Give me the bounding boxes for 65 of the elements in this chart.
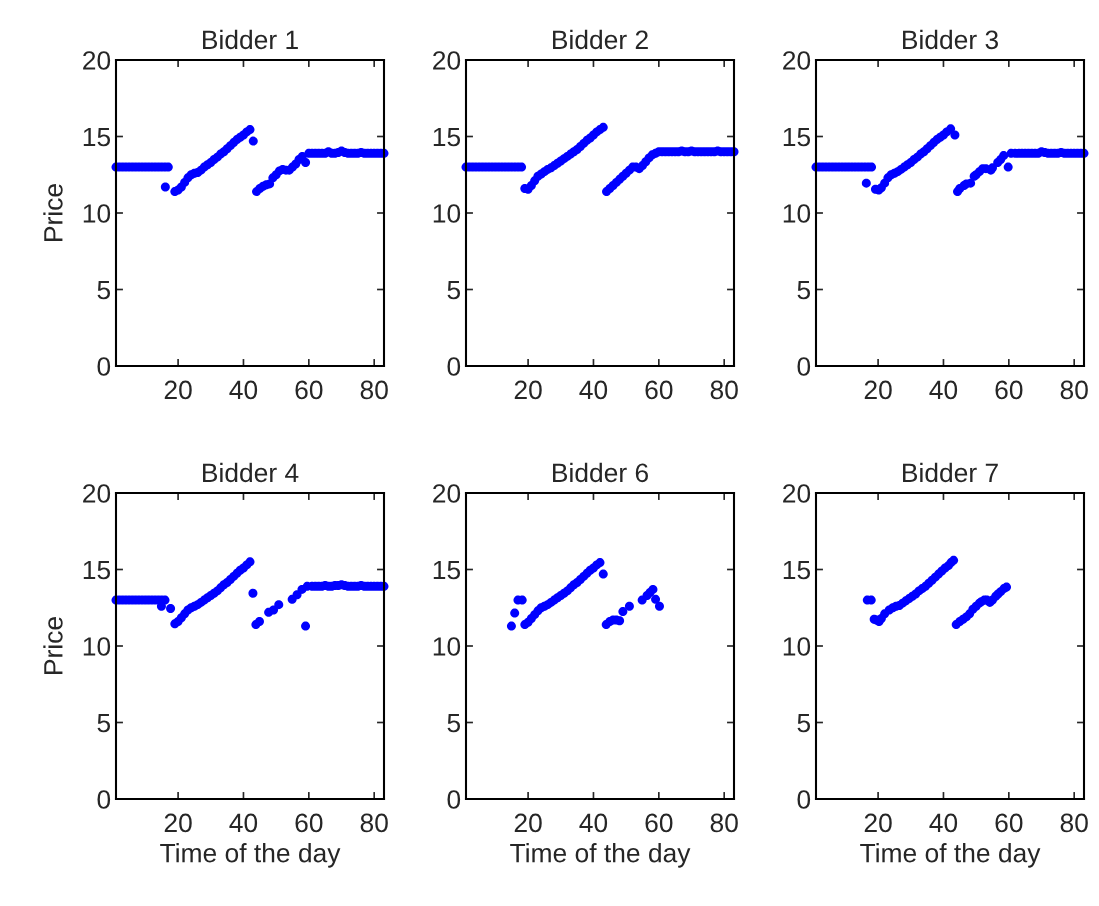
x-tick-label: 60 — [295, 813, 323, 833]
y-tick-label: 10 — [783, 637, 811, 656]
y-tick-label: 0 — [97, 790, 111, 809]
y-tick-label: 20 — [783, 484, 811, 503]
x-tick-label: 80 — [710, 380, 738, 400]
y-tick-label: 15 — [433, 127, 461, 147]
y-tick-label: 15 — [783, 560, 811, 580]
y-tick-label: 0 — [447, 357, 461, 376]
y-tick-label: 15 — [783, 127, 811, 147]
x-tick-label: 60 — [645, 380, 673, 400]
y-tick-label: 0 — [797, 357, 811, 376]
y-axis-title: Price — [43, 184, 63, 241]
x-axis-title: Time of the day — [160, 843, 341, 868]
x-tick-label: 60 — [645, 813, 673, 833]
x-tick-label: 80 — [1060, 380, 1088, 400]
chart-title: Bidder 4 — [203, 462, 299, 483]
chart-title: Bidder 7 — [903, 462, 998, 483]
y-tick-label: 5 — [97, 713, 111, 733]
y-tick-label: 20 — [433, 51, 461, 70]
y-tick-label: 5 — [97, 280, 111, 300]
chart-title: Bidder 2 — [553, 29, 648, 50]
y-tick-label: 15 — [83, 127, 111, 147]
x-tick-label: 60 — [295, 380, 323, 400]
x-tick-label: 20 — [514, 813, 542, 833]
y-tick-label: 5 — [447, 280, 461, 300]
x-tick-label: 20 — [864, 813, 892, 833]
x-tick-label: 20 — [164, 380, 192, 400]
x-tick-label: 20 — [864, 380, 892, 400]
y-tick-label: 20 — [83, 484, 111, 503]
x-tick-label: 20 — [164, 813, 192, 833]
x-axis-title: Time of the day — [510, 843, 691, 868]
x-tick-label: 80 — [360, 813, 388, 833]
y-tick-label: 5 — [797, 280, 811, 300]
x-tick-label: 40 — [579, 813, 608, 833]
y-tick-label: 20 — [433, 484, 461, 503]
y-axis-title: Price — [43, 617, 63, 674]
y-tick-label: 10 — [783, 204, 811, 223]
x-tick-label: 60 — [995, 813, 1023, 833]
y-tick-label: 10 — [83, 204, 111, 223]
y-tick-label: 20 — [83, 51, 111, 70]
x-tick-label: 60 — [995, 380, 1023, 400]
x-tick-label: 40 — [229, 813, 258, 833]
y-tick-label: 0 — [797, 790, 811, 809]
y-tick-label: 20 — [783, 51, 811, 70]
x-tick-label: 80 — [1060, 813, 1088, 833]
x-tick-label: 40 — [929, 380, 958, 400]
x-tick-label: 80 — [360, 380, 388, 400]
chart-title: Bidder 1 — [203, 29, 298, 50]
y-tick-label: 0 — [97, 357, 111, 376]
y-tick-label: 15 — [83, 560, 111, 580]
y-tick-label: 10 — [433, 204, 461, 223]
y-tick-label: 15 — [433, 560, 461, 580]
y-tick-label: 10 — [433, 637, 461, 656]
y-tick-label: 5 — [797, 713, 811, 733]
x-tick-label: 80 — [710, 813, 738, 833]
chart-title: Bidder 3 — [903, 29, 998, 50]
x-tick-label: 20 — [514, 380, 542, 400]
x-tick-label: 40 — [929, 813, 958, 833]
y-tick-label: 5 — [447, 713, 461, 733]
y-tick-label: 10 — [83, 637, 111, 656]
x-axis-title: Time of the day — [860, 843, 1041, 868]
y-tick-label: 0 — [447, 790, 461, 809]
x-tick-label: 40 — [579, 380, 608, 400]
x-tick-label: 40 — [229, 380, 258, 400]
chart-title: Bidder 6 — [553, 462, 648, 483]
